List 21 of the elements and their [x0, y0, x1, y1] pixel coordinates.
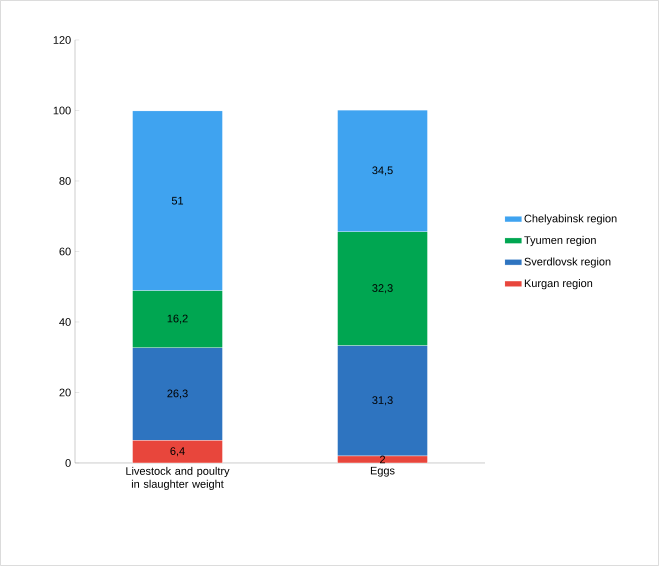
- x-tick-label: Eggs: [370, 466, 395, 477]
- y-tick-label: 40: [59, 318, 71, 326]
- y-tick-label: 0: [65, 459, 71, 467]
- y-tick-label: 80: [59, 177, 71, 185]
- y-tick-label: 100: [54, 106, 71, 114]
- legend-label: Kurgan region: [524, 279, 592, 290]
- legend-label: Sverdlovsk region: [524, 257, 610, 268]
- y-tick-label: 20: [60, 388, 71, 396]
- data-label: 34,5: [372, 166, 393, 176]
- data-label: 51: [172, 196, 184, 205]
- y-tick-label: 120: [54, 36, 71, 44]
- data-label: 6,4: [170, 447, 185, 456]
- data-label: 2: [380, 456, 386, 464]
- x-tick-label: Livestock and poultry in slaughter weight: [126, 466, 230, 490]
- data-label: 31,3: [372, 396, 393, 406]
- y-tick-label: 60: [60, 248, 71, 256]
- data-label: 32,3: [372, 284, 393, 294]
- data-label: 16,2: [168, 314, 188, 324]
- legend-label: Tyumen region: [524, 236, 596, 246]
- legend-label: Chelyabinsk region: [524, 214, 616, 225]
- data-label: 26,3: [167, 390, 188, 399]
